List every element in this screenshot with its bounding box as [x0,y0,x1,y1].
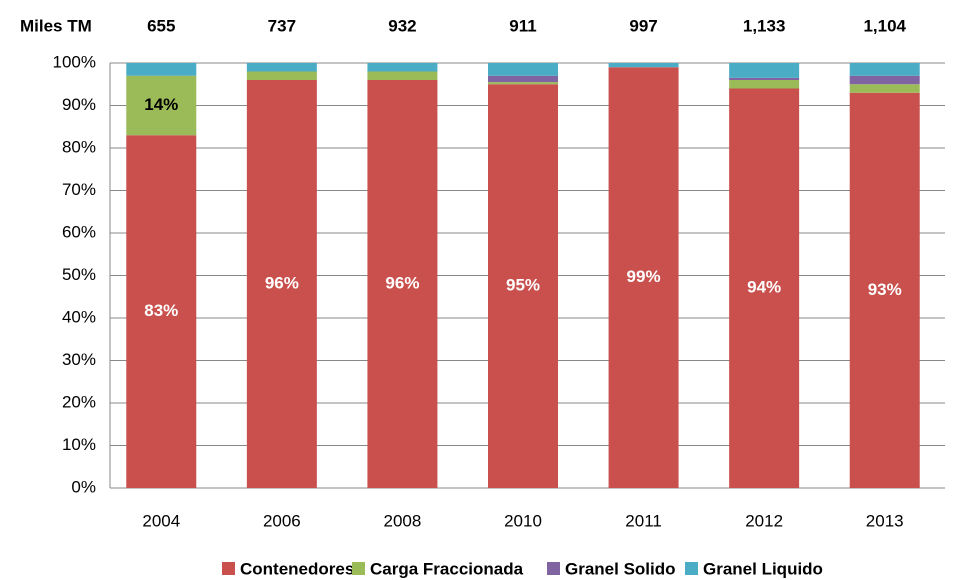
legend-swatch [352,562,365,575]
y-tick-label: 40% [62,307,96,326]
bar-segment [367,80,438,488]
bar-segment [849,92,920,488]
legend-label: Granel Solido [565,559,676,578]
bar-segment [246,80,317,488]
legend-swatch [685,562,698,575]
bar-segment [849,63,920,76]
y-tick-label: 80% [62,137,96,156]
bar-segment [126,75,197,136]
total-label: 655 [147,16,175,35]
y-tick-label: 90% [62,95,96,114]
bar-segment [849,84,920,93]
bar-segment [729,63,800,78]
x-tick-label: 2008 [384,511,422,530]
y-tick-label: 30% [62,350,96,369]
data-label: 83% [144,301,178,320]
totals-title: Miles TM [20,16,92,35]
y-tick-label: 50% [62,265,96,284]
data-label: 99% [627,267,661,286]
data-label: 14% [144,95,178,114]
data-label: 93% [868,280,902,299]
bar-segment [126,135,197,488]
y-tick-label: 10% [62,435,96,454]
total-label: 737 [268,16,296,35]
bar-segment [849,75,920,85]
bar-segment [126,63,197,76]
bar-segment [246,63,317,72]
y-tick-label: 20% [62,392,96,411]
bar-segment [608,67,679,488]
bar-segment [488,82,558,85]
x-tick-label: 2012 [745,511,783,530]
data-label: 96% [265,273,299,292]
legend-swatch [222,562,235,575]
legend-label: Contenedores [240,559,354,578]
bar-segment [729,80,800,89]
y-tick-label: 60% [62,222,96,241]
total-label: 932 [388,16,416,35]
legend-swatch [547,562,560,575]
x-tick-label: 2011 [625,511,662,530]
bar-segment [367,71,438,80]
bar-segment [729,77,800,80]
bar-segment [246,71,317,80]
data-label: 94% [747,278,781,297]
total-label: 911 [509,16,536,35]
bar-segment [729,88,800,488]
x-tick-label: 2004 [142,511,180,530]
data-label: 96% [385,273,419,292]
legend-label: Granel Liquido [703,559,823,578]
legend-label: Carga Fraccionada [370,559,524,578]
bar-segment [367,63,438,72]
total-label: 997 [629,16,657,35]
x-tick-label: 2013 [866,511,904,530]
x-tick-label: 2010 [504,511,542,530]
y-tick-label: 0% [71,477,96,496]
bar-segment [488,63,558,76]
bar-segment [488,84,558,488]
x-tick-label: 2006 [263,511,301,530]
data-label: 95% [506,276,540,295]
bar-segment [608,63,679,68]
bar-segment [488,75,558,83]
y-tick-label: 100% [53,52,96,71]
total-label: 1,104 [863,16,906,35]
total-label: 1,133 [743,16,786,35]
y-tick-label: 70% [62,180,96,199]
